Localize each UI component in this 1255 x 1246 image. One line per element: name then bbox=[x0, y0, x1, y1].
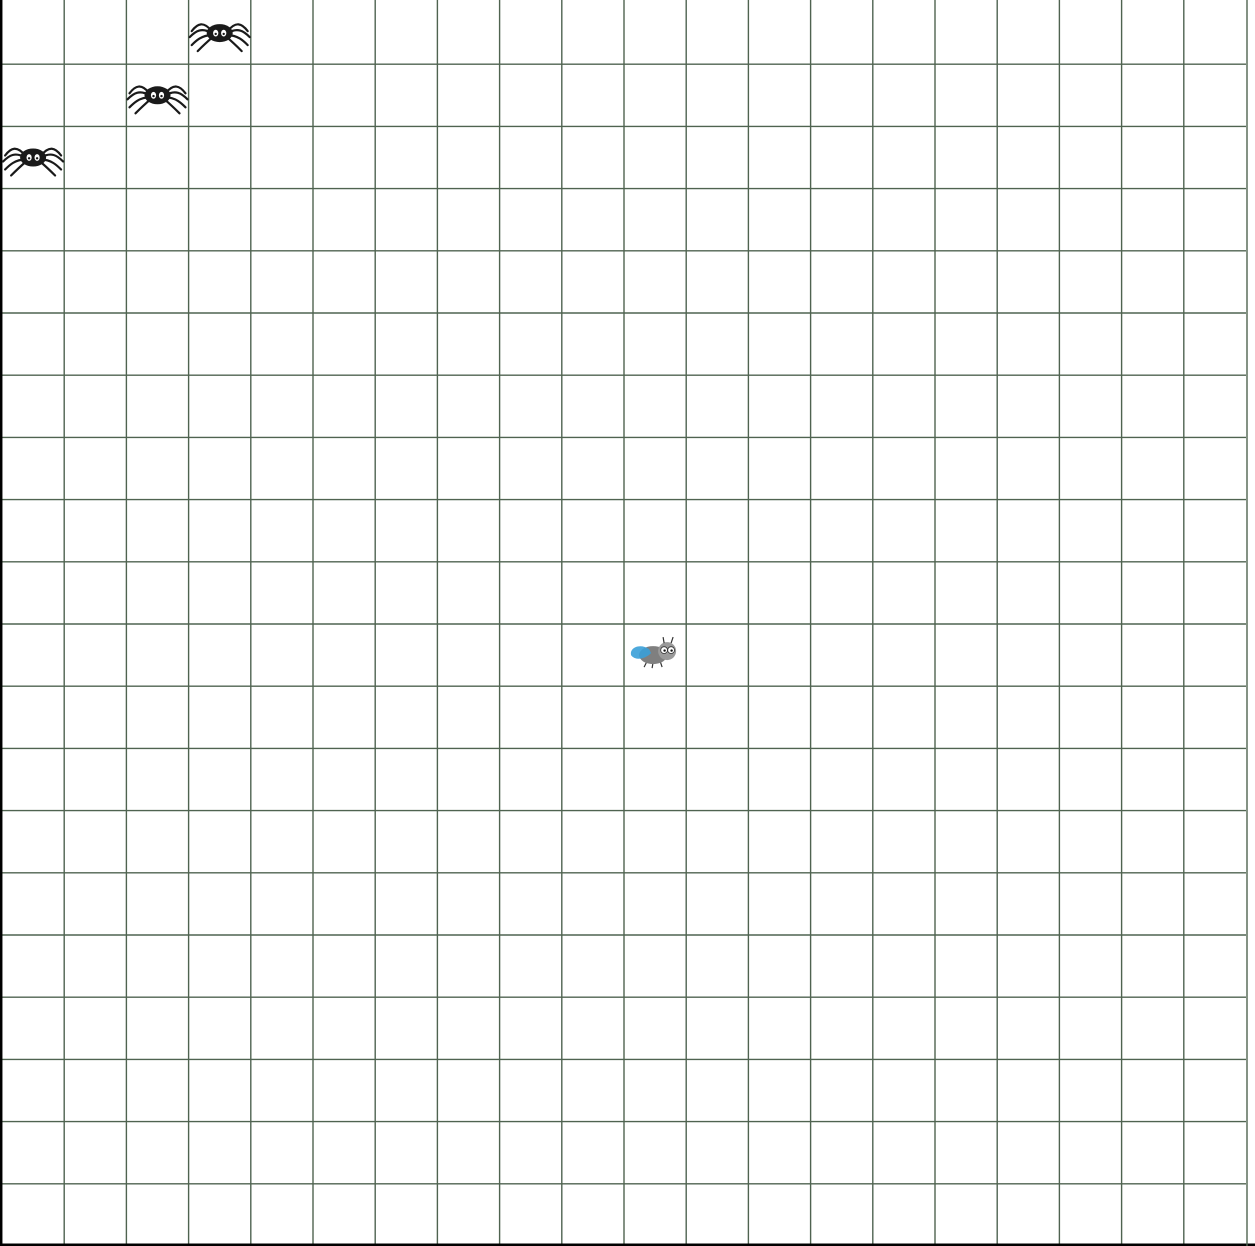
spider-pupil bbox=[35, 157, 39, 160]
spider-icon bbox=[188, 23, 251, 53]
spider-pupil bbox=[152, 94, 155, 98]
spider-icon bbox=[1, 147, 65, 177]
spider-body bbox=[206, 24, 233, 43]
fly-pupil bbox=[670, 649, 673, 652]
spider-icon bbox=[126, 85, 189, 115]
fly-antenna bbox=[662, 637, 665, 644]
spider-pupil bbox=[27, 157, 31, 160]
fly-icon bbox=[630, 636, 677, 669]
spider-pupil bbox=[214, 32, 217, 36]
fly-pupil bbox=[663, 649, 666, 652]
fly-antenna bbox=[670, 636, 674, 644]
spider-pupil bbox=[160, 94, 163, 98]
spider-body bbox=[144, 86, 171, 105]
spider-body bbox=[20, 148, 47, 167]
fly-wing bbox=[630, 646, 652, 659]
spider-pupil bbox=[222, 32, 225, 36]
game-pieces bbox=[1, 23, 677, 669]
